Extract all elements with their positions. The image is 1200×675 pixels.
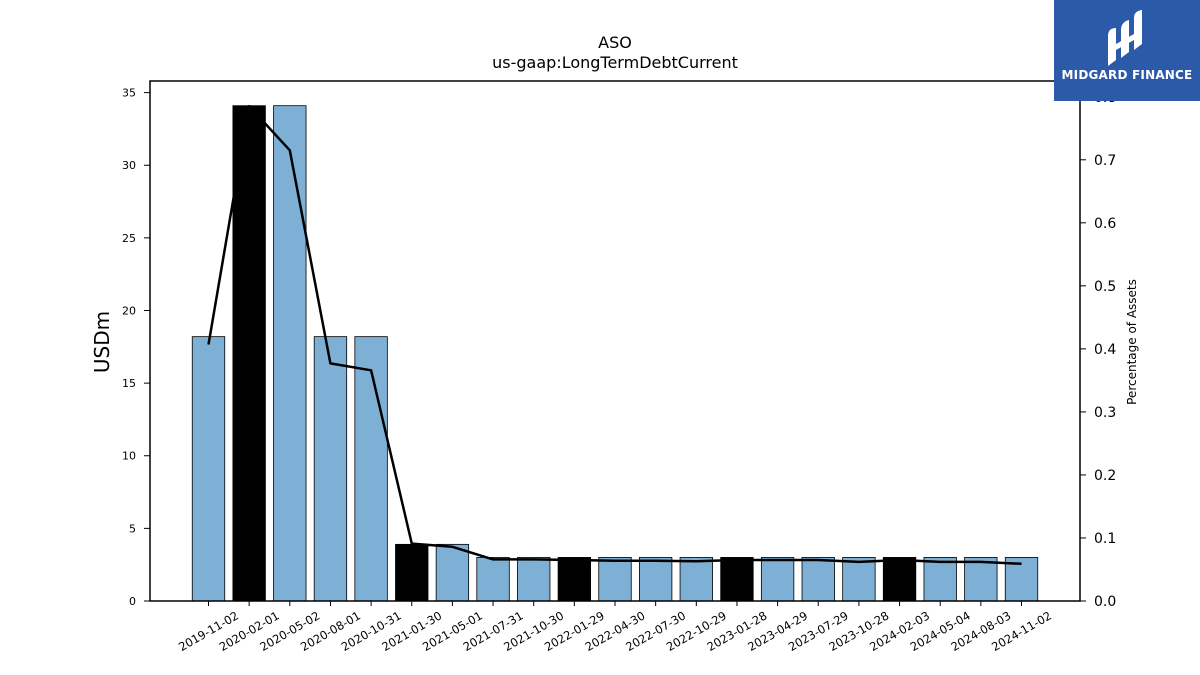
bar-2021-10-30 xyxy=(517,557,551,602)
bar-2022-07-30 xyxy=(639,557,673,602)
bar-2023-01-28 xyxy=(720,557,754,602)
y-axis-label: USDm xyxy=(90,311,114,373)
bar-2024-05-04 xyxy=(923,557,957,602)
midgard-finance-logo: MIDGARD FINANCE xyxy=(1054,0,1200,101)
bar-2020-08-01 xyxy=(313,336,348,602)
y-tick-label: 5 xyxy=(129,522,136,535)
y2-tick-label: 0.1 xyxy=(1094,531,1116,547)
y-tick-label: 15 xyxy=(122,377,136,390)
bar-2021-05-01 xyxy=(435,543,470,602)
y-tick-label: 0 xyxy=(129,595,136,608)
y2-tick-label: 0.4 xyxy=(1094,342,1116,358)
bar-2022-04-30 xyxy=(598,557,632,602)
y-tick-label: 35 xyxy=(122,87,136,100)
bar-2023-04-29 xyxy=(760,557,795,602)
chart-title: ASO xyxy=(598,33,632,52)
x-axis-ticks: 2019-11-022020-02-012020-05-022020-08-01… xyxy=(176,601,1054,654)
y-tick-label: 30 xyxy=(122,159,136,172)
y-tick-label: 10 xyxy=(122,450,136,463)
y2-axis-label: Percentage of Assets xyxy=(1125,279,1139,405)
bar-2021-01-30 xyxy=(395,543,429,602)
percentage-line xyxy=(207,104,1022,566)
midgard-logo-icon xyxy=(1108,10,1142,66)
bar-2023-10-28 xyxy=(842,557,876,602)
y2-tick-label: 0.0 xyxy=(1094,594,1116,610)
bar-2022-01-29 xyxy=(557,557,591,602)
chart-subtitle: us-gaap:LongTermDebtCurrent xyxy=(492,53,738,72)
bar-2020-05-02 xyxy=(273,105,307,602)
y-tick-label: 25 xyxy=(122,232,136,245)
y-tick-label: 20 xyxy=(122,304,136,317)
bar-2020-10-31 xyxy=(354,336,388,602)
y2-axis-ticks: 0.00.10.20.30.40.50.60.70.8 xyxy=(1080,90,1116,610)
bar-2021-07-31 xyxy=(476,557,510,602)
y2-tick-label: 0.3 xyxy=(1094,405,1116,421)
y2-tick-label: 0.7 xyxy=(1094,153,1116,169)
bar-2024-11-02 xyxy=(1004,557,1039,602)
bar-2024-08-03 xyxy=(964,557,998,602)
y2-tick-label: 0.2 xyxy=(1094,468,1116,484)
y2-tick-label: 0.5 xyxy=(1094,279,1116,295)
logo-text: MIDGARD FINANCE xyxy=(1061,68,1193,82)
y-axis-ticks: 0 5 10 15 20 25 30 35 xyxy=(122,87,150,608)
bar-2020-02-01 xyxy=(232,105,266,602)
y2-tick-label: 0.6 xyxy=(1094,216,1116,232)
bar-2022-10-29 xyxy=(679,557,713,602)
bars-group xyxy=(191,105,1039,602)
bar-2019-11-02 xyxy=(191,336,226,602)
bar-2023-07-29 xyxy=(801,557,835,602)
line-group xyxy=(207,104,1022,566)
bar-2024-02-03 xyxy=(882,557,917,602)
